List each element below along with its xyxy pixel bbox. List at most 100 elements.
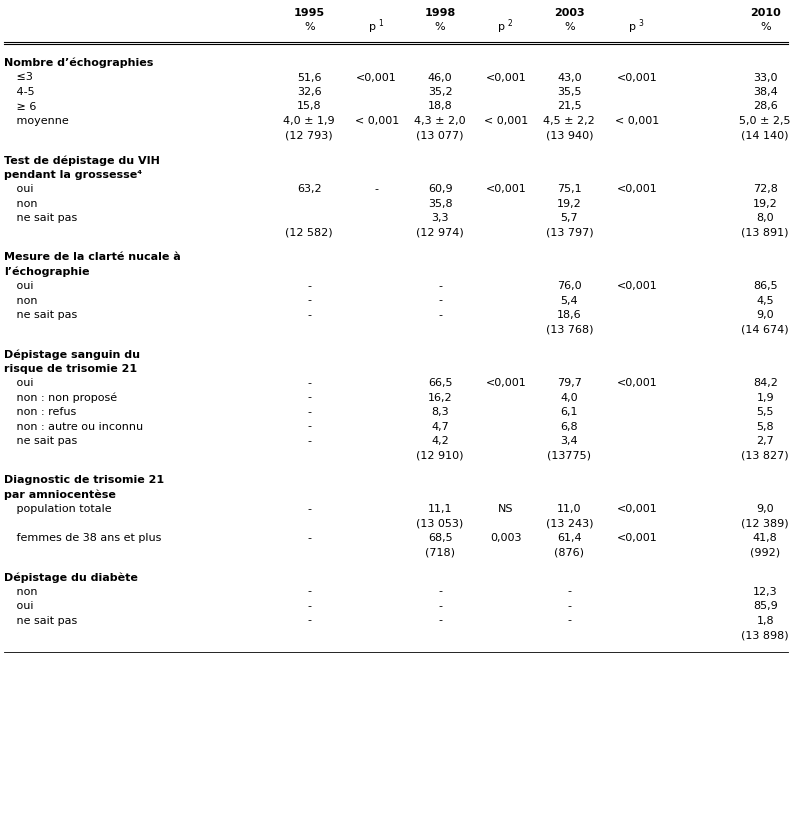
Text: -: - [567,587,572,597]
Text: 3,3: 3,3 [431,213,449,223]
Text: 51,6: 51,6 [297,72,321,82]
Text: 66,5: 66,5 [428,378,452,388]
Text: -: - [307,393,312,403]
Text: 4,2: 4,2 [431,436,449,446]
Text: oui: oui [6,184,33,194]
Text: -: - [438,281,442,291]
Text: < 0,001: < 0,001 [484,116,528,126]
Text: 4,3 ± 2,0: 4,3 ± 2,0 [414,116,466,126]
Text: ne sait pas: ne sait pas [6,436,77,446]
Text: (13 891): (13 891) [741,227,789,237]
Text: 8,0: 8,0 [757,213,774,223]
Text: 19,2: 19,2 [753,198,778,208]
Text: (14 140): (14 140) [741,130,789,140]
Text: 11,0: 11,0 [557,504,581,514]
Text: 5,8: 5,8 [757,422,774,432]
Text: (12 910): (12 910) [416,451,464,461]
Text: 5,5: 5,5 [757,407,774,417]
Text: (13 797): (13 797) [546,227,593,237]
Text: <0,001: <0,001 [485,378,527,388]
Text: pendant la grossesse⁴: pendant la grossesse⁴ [4,169,142,179]
Text: 61,4: 61,4 [557,533,582,543]
Text: (13775): (13775) [547,451,592,461]
Text: 18,6: 18,6 [557,310,582,320]
Text: 68,5: 68,5 [427,533,453,543]
Text: ne sait pas: ne sait pas [6,213,77,223]
Text: ≥ 6: ≥ 6 [6,101,36,111]
Text: 2003: 2003 [554,8,584,18]
Text: (12 793): (12 793) [285,130,333,140]
Text: 32,6: 32,6 [297,87,322,97]
Text: non: non [6,295,37,305]
Text: 2010: 2010 [750,8,780,18]
Text: ne sait pas: ne sait pas [6,310,77,320]
Text: 3,4: 3,4 [561,436,578,446]
Text: 84,2: 84,2 [753,378,778,388]
Text: p: p [499,22,505,32]
Text: 28,6: 28,6 [753,101,778,111]
Text: ≤3: ≤3 [6,72,33,82]
Text: 0,003: 0,003 [490,533,522,543]
Text: (12 389): (12 389) [741,519,789,529]
Text: (13 243): (13 243) [546,519,593,529]
Text: 35,8: 35,8 [427,198,453,208]
Text: 35,5: 35,5 [557,87,581,97]
Text: 19,2: 19,2 [557,198,582,208]
Text: 1,9: 1,9 [757,393,774,403]
Text: oui: oui [6,378,33,388]
Text: 2: 2 [508,19,512,28]
Text: 46,0: 46,0 [427,72,453,82]
Text: %: % [760,22,771,32]
Text: -: - [307,504,312,514]
Text: 76,0: 76,0 [557,281,582,291]
Text: p: p [630,22,636,32]
Text: -: - [567,601,572,611]
Text: non : refus: non : refus [6,407,76,417]
Text: 15,8: 15,8 [297,101,322,111]
Text: 85,9: 85,9 [753,601,778,611]
Text: NS: NS [498,504,514,514]
Text: %: % [304,22,315,32]
Text: 1: 1 [378,19,383,28]
Text: 11,1: 11,1 [428,504,452,514]
Text: 16,2: 16,2 [427,393,453,403]
Text: 4,0 ± 1,9: 4,0 ± 1,9 [283,116,335,126]
Text: %: % [435,22,446,32]
Text: <0,001: <0,001 [356,72,397,82]
Text: 9,0: 9,0 [757,504,774,514]
Text: 1998: 1998 [424,8,456,18]
Text: 9,0: 9,0 [757,310,774,320]
Text: <0,001: <0,001 [616,281,657,291]
Text: ne sait pas: ne sait pas [6,616,77,626]
Text: 4-5: 4-5 [6,87,35,97]
Text: -: - [307,533,312,543]
Text: (12 974): (12 974) [416,227,464,237]
Text: 4,0: 4,0 [561,393,578,403]
Text: 63,2: 63,2 [297,184,322,194]
Text: <0,001: <0,001 [616,72,657,82]
Text: 4,5: 4,5 [757,295,774,305]
Text: 43,0: 43,0 [557,72,582,82]
Text: risque de trisomie 21: risque de trisomie 21 [4,364,137,374]
Text: -: - [374,184,379,194]
Text: -: - [307,422,312,432]
Text: 1995: 1995 [293,8,325,18]
Text: -: - [307,601,312,611]
Text: -: - [307,587,312,597]
Text: non: non [6,587,37,597]
Text: 79,7: 79,7 [557,378,582,388]
Text: -: - [307,616,312,626]
Text: 18,8: 18,8 [427,101,453,111]
Text: 41,8: 41,8 [753,533,778,543]
Text: non: non [6,198,37,208]
Text: (718): (718) [425,548,455,558]
Text: < 0,001: < 0,001 [354,116,399,126]
Text: 86,5: 86,5 [753,281,778,291]
Text: -: - [307,436,312,446]
Text: non : non proposé: non : non proposé [6,393,117,403]
Text: <0,001: <0,001 [616,504,657,514]
Text: <0,001: <0,001 [616,533,657,543]
Text: par amniocentèse: par amniocentèse [4,490,116,500]
Text: Dépistage du diabète: Dépistage du diabète [4,572,138,583]
Text: p: p [370,22,376,32]
